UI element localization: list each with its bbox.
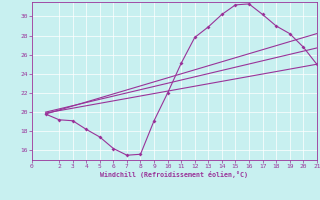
X-axis label: Windchill (Refroidissement éolien,°C): Windchill (Refroidissement éolien,°C) <box>100 171 248 178</box>
